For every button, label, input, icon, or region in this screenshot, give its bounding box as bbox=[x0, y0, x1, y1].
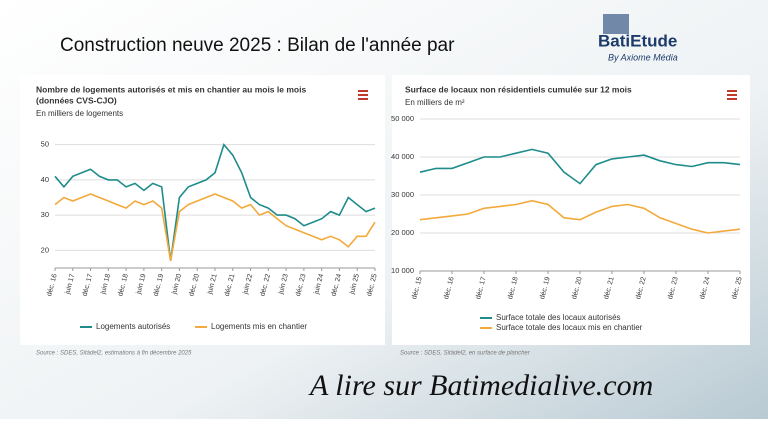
y-axis-label: En milliers de m² bbox=[405, 98, 465, 107]
y-tick-label: 20 000 bbox=[391, 228, 414, 237]
y-tick-label: 30 bbox=[41, 210, 49, 219]
chart-title: Nombre de logements autorisés et mis en … bbox=[36, 84, 306, 94]
data-line bbox=[419, 199, 741, 234]
chart-title: Surface de locaux non résidentiels cumul… bbox=[405, 84, 632, 94]
menu-icon[interactable] bbox=[727, 90, 737, 100]
y-tick-label: 20 bbox=[41, 245, 49, 254]
source: Source : SDES, Sitàdel2, en surface de p… bbox=[400, 351, 531, 357]
y-tick-label: 50 bbox=[41, 140, 49, 149]
data-line bbox=[54, 193, 376, 262]
chart-panel bbox=[392, 75, 750, 345]
y-tick-label: 50 000 bbox=[391, 114, 414, 123]
legend-label: Surface totale des locaux mis en chantie… bbox=[496, 323, 643, 332]
source: Source : SDES, Sitàdel2, estimations à f… bbox=[36, 351, 192, 357]
logo-icon bbox=[603, 14, 629, 34]
data-line bbox=[419, 148, 741, 185]
y-axis-label: En milliers de logements bbox=[36, 109, 123, 118]
data-line bbox=[54, 142, 376, 262]
y-tick-label: 40 bbox=[41, 175, 49, 184]
logo-tagline: By Axiome Média bbox=[608, 52, 678, 62]
footer-link[interactable]: A lire sur Batimedialive.com bbox=[308, 369, 653, 402]
y-tick-label: 40 000 bbox=[391, 152, 414, 161]
y-tick-label: 10 000 bbox=[391, 266, 414, 275]
menu-icon[interactable] bbox=[358, 90, 368, 100]
logo-name: BatiEtude bbox=[598, 31, 677, 50]
legend-label: Logements mis en chantier bbox=[211, 322, 307, 331]
chart-subtitle: (données CVS-CJO) bbox=[36, 95, 117, 105]
headline: Construction neuve 2025 : Bilan de l'ann… bbox=[60, 35, 455, 56]
legend-label: Surface totale des locaux autorisés bbox=[496, 313, 621, 322]
chart-panel bbox=[20, 75, 385, 345]
y-tick-label: 30 000 bbox=[391, 190, 414, 199]
legend-label: Logements autorisés bbox=[96, 322, 170, 331]
